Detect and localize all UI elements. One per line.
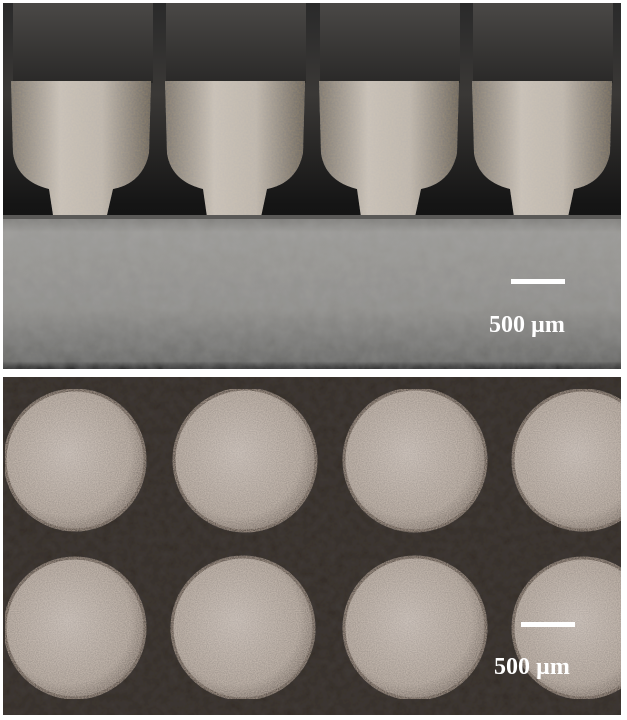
substrate-edge (3, 215, 621, 219)
disc-r1-c1 (3, 388, 147, 532)
top-view-micrograph: 500 µm (3, 377, 621, 715)
pillars (11, 81, 612, 217)
pillar-1 (11, 81, 151, 215)
scale-label-top: 500 µm (489, 312, 565, 338)
upper-shafts (13, 3, 613, 83)
disc-r1-c4 (511, 388, 621, 532)
disc-r2-c4 (511, 556, 621, 700)
pillar-3 (319, 81, 459, 217)
disc-array (3, 387, 621, 701)
disc-r2-c1 (3, 556, 147, 700)
scale-bar-top (511, 279, 565, 284)
side-view-image (3, 3, 621, 369)
substrate (3, 217, 621, 369)
disc-r1-c3 (342, 387, 488, 533)
disc-r2-c2 (170, 555, 316, 701)
disc-r1-c2 (172, 387, 318, 533)
pillar-2 (165, 81, 305, 217)
top-view-image (3, 377, 621, 715)
scale-bar-bottom (521, 622, 575, 627)
scale-label-bottom: 500 µm (494, 654, 570, 680)
pillar-4 (472, 81, 612, 217)
disc-r2-c3 (342, 555, 488, 701)
side-view-micrograph: 500 µm (3, 3, 621, 369)
